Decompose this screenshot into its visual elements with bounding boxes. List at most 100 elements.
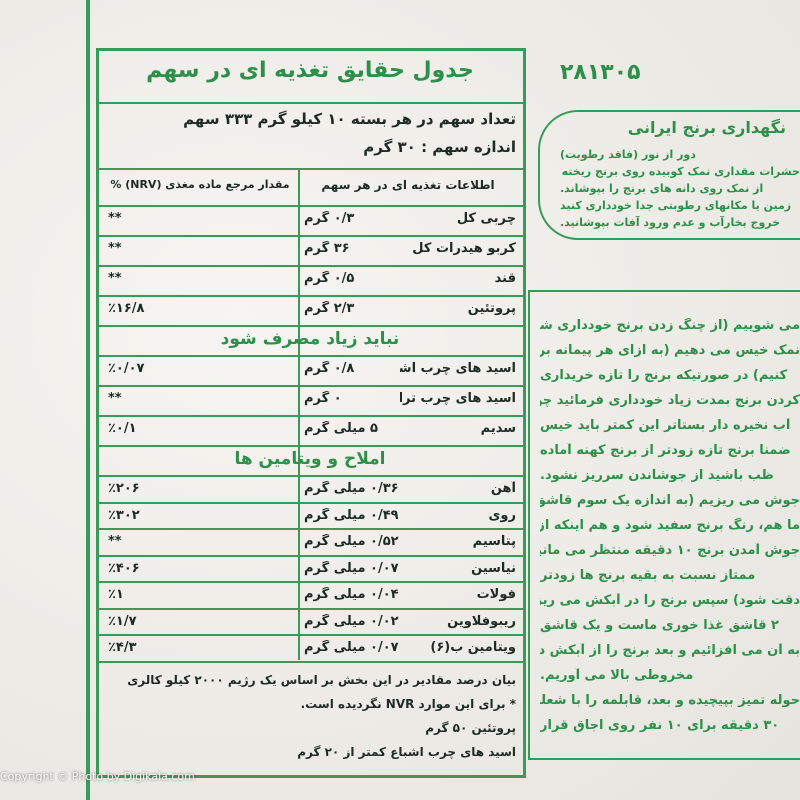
nutrient-name: نیاسین [471,560,516,576]
nutrient-amount: ۲/۳ گرم [304,301,355,316]
nrv-value: ٪۰/۱ [108,421,137,436]
divider [96,501,526,504]
cooking-line: ظب باشید از جوشاندن سرریز نشود. [540,468,774,483]
cooking-line: ۳۰ دقیقه برای ۱۰ نفر روی اجاق قرار [540,718,780,733]
divider [96,607,526,610]
cooking-line: به آن می افزائیم و بعد برنج را از آبکش د… [540,643,800,658]
nrv-value: ٪۴۰۶ [108,560,140,576]
footnote: پروتئین ۵۰ گرم [425,720,516,735]
nrv-value: ٪۴/۳ [108,640,137,655]
nrv-value: ** [108,271,122,286]
divider [96,295,526,297]
cooking-line: آب نخیره دار بستاتر این کمتر باید خیس [540,418,791,433]
nutrient-amount: ۰/۴۹ میلی گرم [304,507,399,523]
footnote: بیان درصد مقادیر در این بخش بر اساس یک ر… [127,672,516,687]
nutrient-name: قند [494,271,516,286]
nutrient-name: روی [488,507,516,523]
nutrient-amount: ۰/۰۷ میلی گرم [304,560,399,576]
divider [96,445,526,447]
nutrient-amount: ۰/۰۲ میلی گرم [304,613,399,629]
nrv-value: ٪۱/۷ [108,613,137,629]
section-title: نباید زیاد مصرف شود [220,329,400,349]
nrv-value: ** [108,211,122,226]
cooking-line: ۲ قاشق غذا خوری ماست و یک قاشق [540,618,779,633]
divider [96,581,526,583]
nutrient-name: کربو هیدرات کل [412,241,516,256]
divider [96,528,526,530]
header-nrv: مقدار مرجع ماده مغذی (NRV) % [110,178,290,191]
nutrient-name: آهن [490,481,516,496]
nutrient-name: فولات [476,587,516,602]
nutrient-amount: ۰/۳ گرم [304,211,355,226]
servings-line: تعداد سهم در هر بسته ۱۰ کیلو گرم ۳۳۳ سهم [183,110,516,128]
storage-line: دور از نور (فاقد رطوبت) [560,148,696,161]
serving-size: اندازه سهم : ۳۰ گرم [363,138,516,156]
cooking-line: ممتاز نسبت به بقیه برنج ها زودتر [540,568,756,583]
cooking-line: دقت شود) سپس برنج را در آبکش می ریزیم [540,593,800,608]
divider [96,554,526,557]
header-nutrition: اطلاعات تغذیه ای در هر سهم [321,178,495,192]
nrv-value: ** [108,534,122,549]
divider [96,415,526,417]
section-title: املاح و ویتامین ها [234,449,386,469]
footnote: * برای این موارد NVR نگردیده است. [300,696,516,711]
cooking-line: کنیم) در صورتیکه برنج را تازه خریداری [540,368,788,383]
nutrient-amount: ۰/۵ گرم [304,271,355,286]
cooking-line: ما هم، رنگ برنج سفید شود و هم اینکه از [540,518,800,533]
nutrient-name: اسید های چرب ترانس [400,391,516,406]
cooking-line: حوله تمیز بپیچیده و بعد، قابلمه را با شع… [540,693,800,708]
nutrient-amount: ۳۶ گرم [304,241,350,256]
copyright: Copyright © Photo by Digikala.com [0,770,195,783]
cooking-line: جوش می ریزیم (به اندازه یک سوم قاشق [540,493,800,508]
nutrient-amount: ۰/۰۷ میلی گرم [304,640,399,655]
divider [96,205,526,207]
nutrient-amount: ۰/۰۴ میلی گرم [304,587,399,602]
nutrient-amount: ۵ میلی گرم [304,421,378,436]
storage-line: زمین یا مکانهای رطوبتی جدا خودداری کنید [560,199,792,212]
table-box [96,48,526,778]
nutrient-name: سدیم [480,421,516,436]
nutrient-name: اسید های چرب اشباع [400,361,516,376]
storage-jar [538,110,800,240]
cooking-line: مخروطی بالا می آوریم. [540,668,694,683]
divider [96,660,526,663]
nutrient-amount: ۰/۸ گرم [304,361,355,376]
storage-line: از نمک روی دانه های برنج را بپوشاند. [560,182,764,195]
divider [96,634,526,636]
cooking-line: نمک خیس می دهیم (به ازای هر پیمانه برنج، [540,343,800,358]
nrv-value: ٪۱ [108,587,124,602]
nrv-value: ٪۱۶/۸ [108,301,145,316]
footnote: اسید های چرب اشباع کمتر از ۲۰ گرم [297,744,516,759]
nutrient-name: پروتئین [467,301,516,316]
cooking-line: کردن برنج بمدت زیاد خودداری فرمائید چون [540,393,800,408]
storage-title: نگهداری برنج ایرانی [627,118,786,137]
nutrient-amount: ۰/۵۲ میلی گرم [304,534,399,549]
divider [96,355,526,357]
cooking-line: می شوییم (از چنگ زدن برنج خودداری شود) [540,318,800,333]
code-number: ۲۸۱۳۰۵ [560,60,641,85]
nrv-value: ** [108,241,122,256]
storage-line: حشرات مقداری نمک کوبیده روی برنج ریخته و [560,165,800,178]
divider [96,235,526,237]
storage-line: خروج بخارآب و عدم ورود آفات بپوشانید. [560,216,781,229]
nutrient-amount: ۰/۳۶ میلی گرم [304,481,399,496]
nutrient-name: چربی کل [456,211,516,226]
divider [96,168,526,170]
nrv-value: ٪۳۰۲ [108,507,140,523]
nutrient-name: پتاسیم [472,534,516,549]
nrv-value: ** [108,391,122,406]
cooking-line: جوش آمدن برنج ۱۰ دقیقه منتظر می مانیم تا [540,543,800,558]
frame-left [86,0,536,800]
divider [96,265,526,267]
cooking-box [528,290,800,760]
cooking-line: ضمنا برنج تازه زودتر از برنج کهنه آماده [540,443,791,458]
divider [96,475,526,477]
nutrient-amount: ۰ گرم [304,391,342,406]
divider [96,102,526,104]
divider [96,385,526,387]
divider [96,325,526,327]
nrv-value: ٪۰/۰۷ [108,361,145,376]
nutrient-name: ریبوفلاوین [447,613,516,629]
